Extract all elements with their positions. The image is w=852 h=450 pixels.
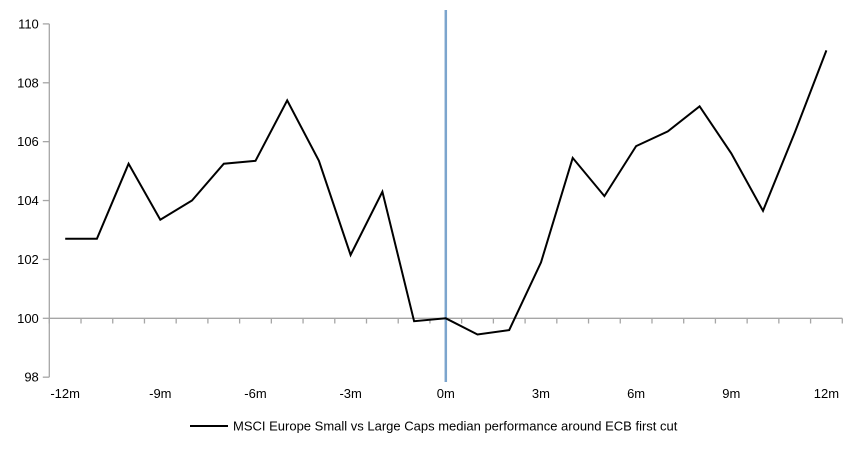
legend: MSCI Europe Small vs Large Caps median p… (190, 419, 678, 434)
x-axis-label: 3m (532, 386, 550, 401)
x-axis-label: -6m (244, 386, 266, 401)
x-axis-label: 0m (437, 386, 455, 401)
y-axis-label: 102 (17, 252, 39, 267)
x-axis-label: 9m (722, 386, 740, 401)
y-axis-label: 106 (17, 134, 39, 149)
axes-layer: 98 100 102 104 106 108 110 -12m -9m -6m -3m 0m 3m 6m 9… (17, 16, 843, 401)
x-axis-label: 12m (814, 386, 839, 401)
y-axis-label: 98 (24, 370, 38, 385)
x-axis-label: 6m (627, 386, 645, 401)
y-axis-label: 110 (18, 16, 39, 31)
y-axis-label: 100 (17, 311, 39, 326)
series-layer (65, 50, 828, 336)
x-axis-label: -9m (149, 386, 171, 401)
series-line-msci-small-vs-large (65, 50, 828, 336)
y-axis-label: 108 (17, 75, 39, 90)
y-axis-label: 104 (17, 193, 39, 208)
legend-label: MSCI Europe Small vs Large Caps median p… (233, 419, 678, 434)
x-axis-label: -12m (50, 386, 80, 401)
x-axis-label: -3m (339, 386, 361, 401)
